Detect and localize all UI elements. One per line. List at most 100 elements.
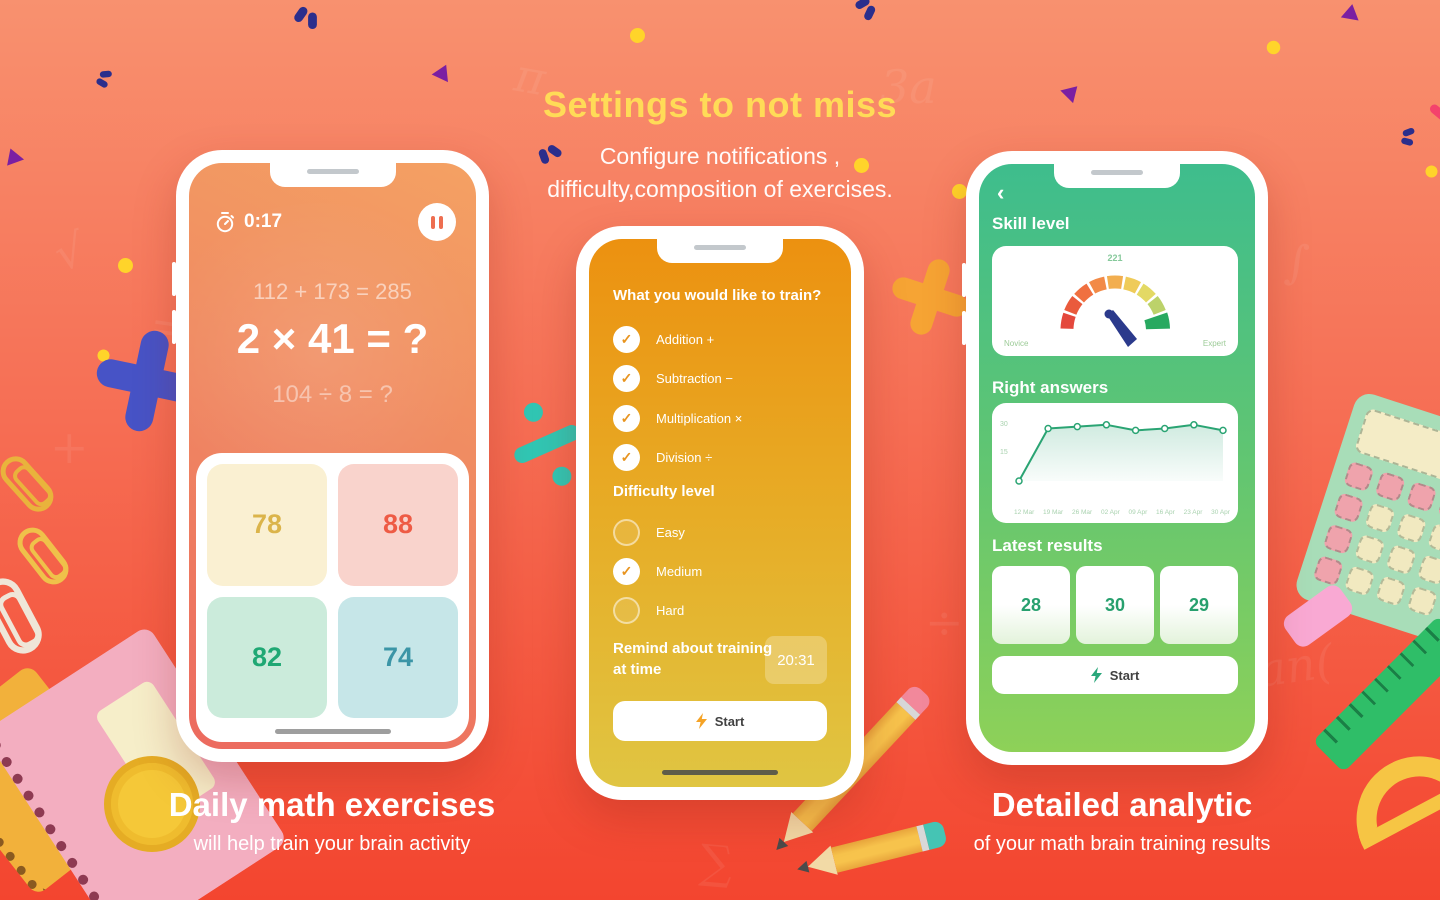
gauge-max-label: Expert	[1202, 339, 1226, 348]
answer-tile[interactable]: 82	[207, 596, 327, 718]
volume-button	[962, 263, 966, 297]
confetti-squig	[292, 2, 320, 36]
exercise-screen: 0:17 112 + 173 = 285 2 × 41 = ? 104 ÷ 8 …	[189, 163, 476, 749]
train-option-subtraction[interactable]: ✓ Subtraction −	[613, 364, 733, 392]
train-option-division[interactable]: ✓ Division ÷	[613, 443, 712, 471]
timer-value: 0:17	[244, 211, 283, 232]
home-indicator[interactable]	[274, 729, 391, 734]
math-doodle: ÷	[925, 595, 964, 649]
home-indicator[interactable]	[662, 770, 778, 775]
checkbox-checked-icon: ✓	[613, 364, 640, 392]
subtitle-line-1: Configure notifications ,	[599, 143, 841, 169]
answer-tile[interactable]: 74	[338, 596, 458, 718]
footer-left-block: Daily math exercises will help train you…	[122, 786, 542, 856]
answer-tile[interactable]: 88	[338, 464, 458, 586]
math-doodle: ∑	[697, 833, 736, 891]
start-button[interactable]: Start	[992, 656, 1238, 694]
gauge-value: 221	[1107, 253, 1123, 263]
train-option-multiplication[interactable]: ✓ Multiplication ×	[613, 404, 742, 432]
start-button[interactable]: Start	[613, 701, 827, 741]
chart-x-labels: 12 Mar 19 Mar 26 Mar 02 Apr 09 Apr 16 Apr 23 A…	[1014, 509, 1230, 516]
settings-screen: What you would like to train? ✓ Addition…	[589, 239, 851, 787]
confetti-squig	[855, 0, 875, 23]
ruler-decoration	[1312, 615, 1440, 773]
option-label: Medium	[656, 563, 703, 579]
current-problem: 2 × 41 = ?	[236, 315, 429, 362]
skill-gauge-card: 221 Novice Expert	[992, 246, 1238, 356]
result-value: 28	[1020, 594, 1042, 615]
analytics-screen: ‹ Skill level 221 Novice Expert Right an…	[979, 164, 1255, 752]
footer-right-block: Detailed analytic of your math brain tra…	[912, 786, 1332, 856]
confetti-dot	[118, 258, 133, 273]
subtitle-line-2: difficulty,composition of exercises.	[547, 176, 893, 203]
pause-button[interactable]	[418, 203, 456, 241]
result-value: 29	[1188, 594, 1210, 615]
train-option-addition[interactable]: ✓ Addition +	[613, 325, 714, 353]
coin-decoration	[104, 756, 200, 852]
right-answers-title: Right answers	[992, 378, 1109, 397]
answer-tile[interactable]: 78	[207, 464, 327, 586]
chart-y-tick: 30	[1000, 420, 1008, 428]
skill-gauge	[1060, 275, 1170, 347]
latest-results-title: Latest results	[992, 536, 1103, 555]
result-card: 28	[992, 566, 1070, 644]
volume-button	[172, 310, 176, 344]
footer-left-title: Daily math exercises	[168, 786, 496, 823]
next-problem: 104 ÷ 8 = ?	[272, 381, 393, 408]
stopwatch-icon	[216, 212, 234, 233]
chart-x-tick: 23 Apr	[1183, 509, 1203, 516]
math-doodle: √	[48, 222, 91, 282]
chart-x-tick: 12 Mar	[1014, 509, 1035, 516]
chart-x-tick: 02 Apr	[1100, 509, 1120, 516]
confetti-dot	[1425, 165, 1438, 178]
confetti-squig	[1396, 125, 1421, 149]
checkbox-empty-icon	[613, 518, 640, 546]
confetti-tri	[1060, 79, 1084, 104]
checkbox-checked-icon: ✓	[613, 325, 640, 353]
footer-right-subtitle: of your math brain training results	[973, 833, 1271, 855]
status-row: 0:17	[215, 203, 456, 241]
result-value: 30	[1104, 594, 1126, 615]
answer-value: 82	[251, 641, 283, 672]
answer-value: 88	[382, 509, 414, 540]
page-title: Settings to not miss	[542, 84, 898, 125]
difficulty-option-medium[interactable]: ✓ Medium	[613, 557, 702, 585]
back-button[interactable]: ‹	[997, 180, 1005, 205]
answer-value: 78	[251, 509, 283, 540]
confetti-dot	[97, 349, 110, 362]
skill-level-title: Skill level	[992, 214, 1070, 233]
result-card: 30	[1076, 566, 1154, 644]
confetti-dot	[630, 28, 645, 43]
lightning-bolt-icon	[695, 713, 707, 729]
start-label: Start	[1109, 667, 1140, 683]
checkbox-empty-icon	[613, 596, 640, 624]
lightning-bolt-icon	[1090, 667, 1102, 683]
paperclip-decoration	[0, 450, 60, 518]
speaker-grille	[306, 169, 359, 174]
right-answers-line-chart	[1015, 421, 1227, 485]
chart-x-tick: 16 Apr	[1156, 509, 1175, 516]
speaker-grille	[694, 245, 746, 250]
checkbox-checked-icon: ✓	[613, 443, 640, 471]
answers-panel: 78 88 82 74	[196, 453, 469, 742]
difficulty-option-hard[interactable]: Hard	[613, 596, 684, 624]
option-label: Multiplication ×	[656, 410, 743, 426]
phone-notch	[657, 238, 783, 263]
phone-mockup-settings: What you would like to train? ✓ Addition…	[576, 226, 864, 800]
speaker-grille	[1091, 170, 1143, 175]
reminder-time-chip[interactable]: 20:31	[765, 636, 827, 684]
confetti-dot	[952, 184, 967, 199]
result-card: 29	[1160, 566, 1238, 644]
hero-block: Settings to not miss Configure notificat…	[430, 84, 1010, 207]
start-label: Start	[714, 713, 745, 729]
previous-problem: 112 + 173 = 285	[253, 279, 412, 304]
option-label: Addition +	[656, 331, 715, 347]
difficulty-option-easy[interactable]: Easy	[613, 518, 685, 546]
footer-left-subtitle: will help train your brain activity	[193, 833, 471, 855]
option-label: Division ÷	[656, 449, 713, 465]
footer-right-title: Detailed analytic	[991, 786, 1253, 823]
phone-mockup-exercises: 0:17 112 + 173 = 285 2 × 41 = ? 104 ÷ 8 …	[172, 150, 489, 762]
confetti-dot	[1266, 40, 1281, 55]
confetti-squig	[93, 68, 118, 90]
